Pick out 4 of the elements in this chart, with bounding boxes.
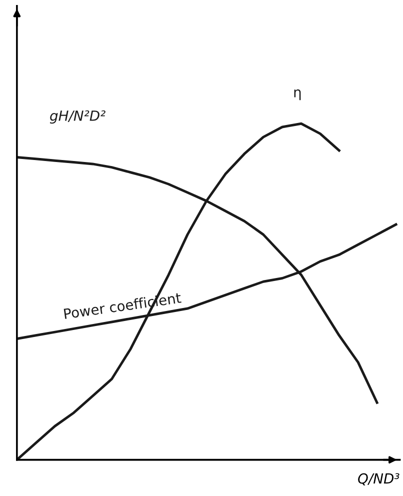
x-axis-title: Q/ND³ (358, 473, 400, 486)
text: Power coefficient (64, 292, 182, 320)
series-label: η (294, 89, 301, 100)
text: gH/N²D² (50, 110, 106, 124)
